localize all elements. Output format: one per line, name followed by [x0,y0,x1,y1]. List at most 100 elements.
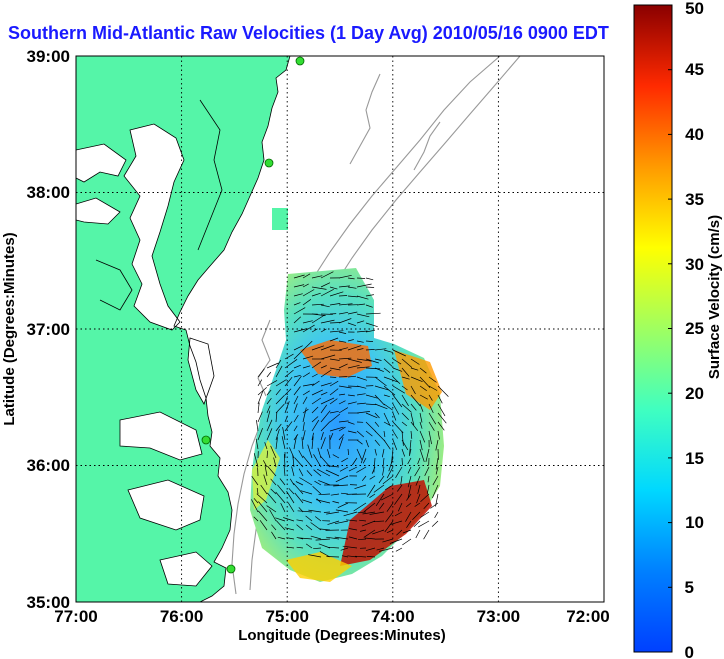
velocity-vector [365,421,377,432]
velocity-vector [338,295,348,297]
velocity-vector [383,430,386,438]
velocity-vector [302,396,308,405]
velocity-vector [371,466,376,474]
velocity-vector [280,502,286,513]
colorbar-tick-label: 20 [685,384,704,403]
velocity-vector [275,437,278,450]
velocity-vector [356,313,370,318]
velocity-vector [329,376,337,378]
velocity-vector [437,403,446,417]
lon-tick-label: 75:00 [265,607,308,626]
velocity-vector [302,299,312,306]
velocity-vector [365,294,374,297]
velocity-vector [401,421,408,427]
velocity-vector [383,394,390,398]
velocity-vector [401,439,409,451]
velocity-vector [383,376,398,383]
lat-tick-label: 36:00 [27,456,70,475]
velocity-vector [293,307,306,315]
velocity-vector [410,358,420,365]
velocity-vector [401,412,409,420]
velocity-vector [311,361,322,369]
velocity-vector [302,320,313,324]
velocity-vector [294,492,304,504]
velocity-vector [257,402,260,414]
velocity-vector [401,448,406,457]
velocity-vector [284,388,292,396]
velocity-vector [365,439,369,448]
velocity-vector [275,359,282,369]
velocity-vector [293,375,302,387]
colorbar-tick-label: 35 [685,190,704,209]
velocity-vector [369,493,376,498]
velocity-vector [356,358,372,362]
velocity-vector [419,439,423,451]
velocity-vector [327,449,331,459]
colorbar-tick-label: 5 [685,578,694,597]
velocity-vector [419,421,423,429]
velocity-vector [302,289,315,297]
velocity-vector [283,454,286,468]
velocity-vector [356,439,363,445]
velocity-vector [293,328,308,333]
velocity-vector [293,435,297,450]
velocity-vector [380,493,394,501]
velocity-vector [365,430,373,437]
velocity-vector [338,340,347,343]
velocity-vector [365,340,374,342]
velocity-vector [287,546,295,549]
velocity-vector [326,536,340,540]
velocity-patch-small [272,208,288,230]
velocity-vector [329,322,341,324]
velocity-vector [423,502,430,510]
velocity-vector [263,474,268,486]
velocity-vector [435,457,439,470]
velocity-vector [275,379,287,387]
velocity-vector [269,509,277,522]
velocity-vector [356,330,368,333]
velocity-vector [314,480,322,486]
velocity-vector [362,511,376,515]
velocity-vector [264,442,268,450]
velocity-vector [416,493,421,504]
velocity-vector [388,457,394,472]
velocity-vector [296,524,304,531]
velocity-vector [293,386,301,396]
velocity-vector [329,291,344,297]
velocity-vector [383,421,391,427]
velocity-vector [420,493,430,502]
velocity-vectors [251,271,449,558]
velocity-vector [375,493,385,507]
velocity-vector [347,295,358,298]
velocity-vector [311,314,325,324]
velocity-vector [348,466,358,472]
velocity-vector [435,466,439,475]
velocity-vector [271,531,277,540]
velocity-vector [311,419,320,432]
velocity-vector [431,520,439,527]
velocity-vector [365,349,375,351]
velocity-vector [320,328,327,333]
velocity-vector [284,396,288,405]
velocity-vector [392,385,405,394]
velocity-vector [329,388,339,396]
velocity-vector [316,498,322,504]
velocity-vector [366,556,376,558]
velocity-vector [338,311,349,315]
velocity-vector [288,488,295,495]
velocity-vector [283,517,295,522]
velocity-vector [338,426,346,432]
velocity-vector [292,454,295,468]
lon-tick-label: 73:00 [477,607,520,626]
velocity-vector [356,448,363,460]
velocity-vector [347,322,357,327]
velocity-vector [302,324,315,333]
velocity-vector [385,484,394,491]
high-speed-patch-w [252,440,280,510]
radar-station [201,435,211,445]
high-speed-patch-north [300,340,372,378]
velocity-vector [320,404,328,414]
velocity-vector [365,312,381,315]
velocity-vector [299,477,313,486]
radar-station [226,564,236,574]
